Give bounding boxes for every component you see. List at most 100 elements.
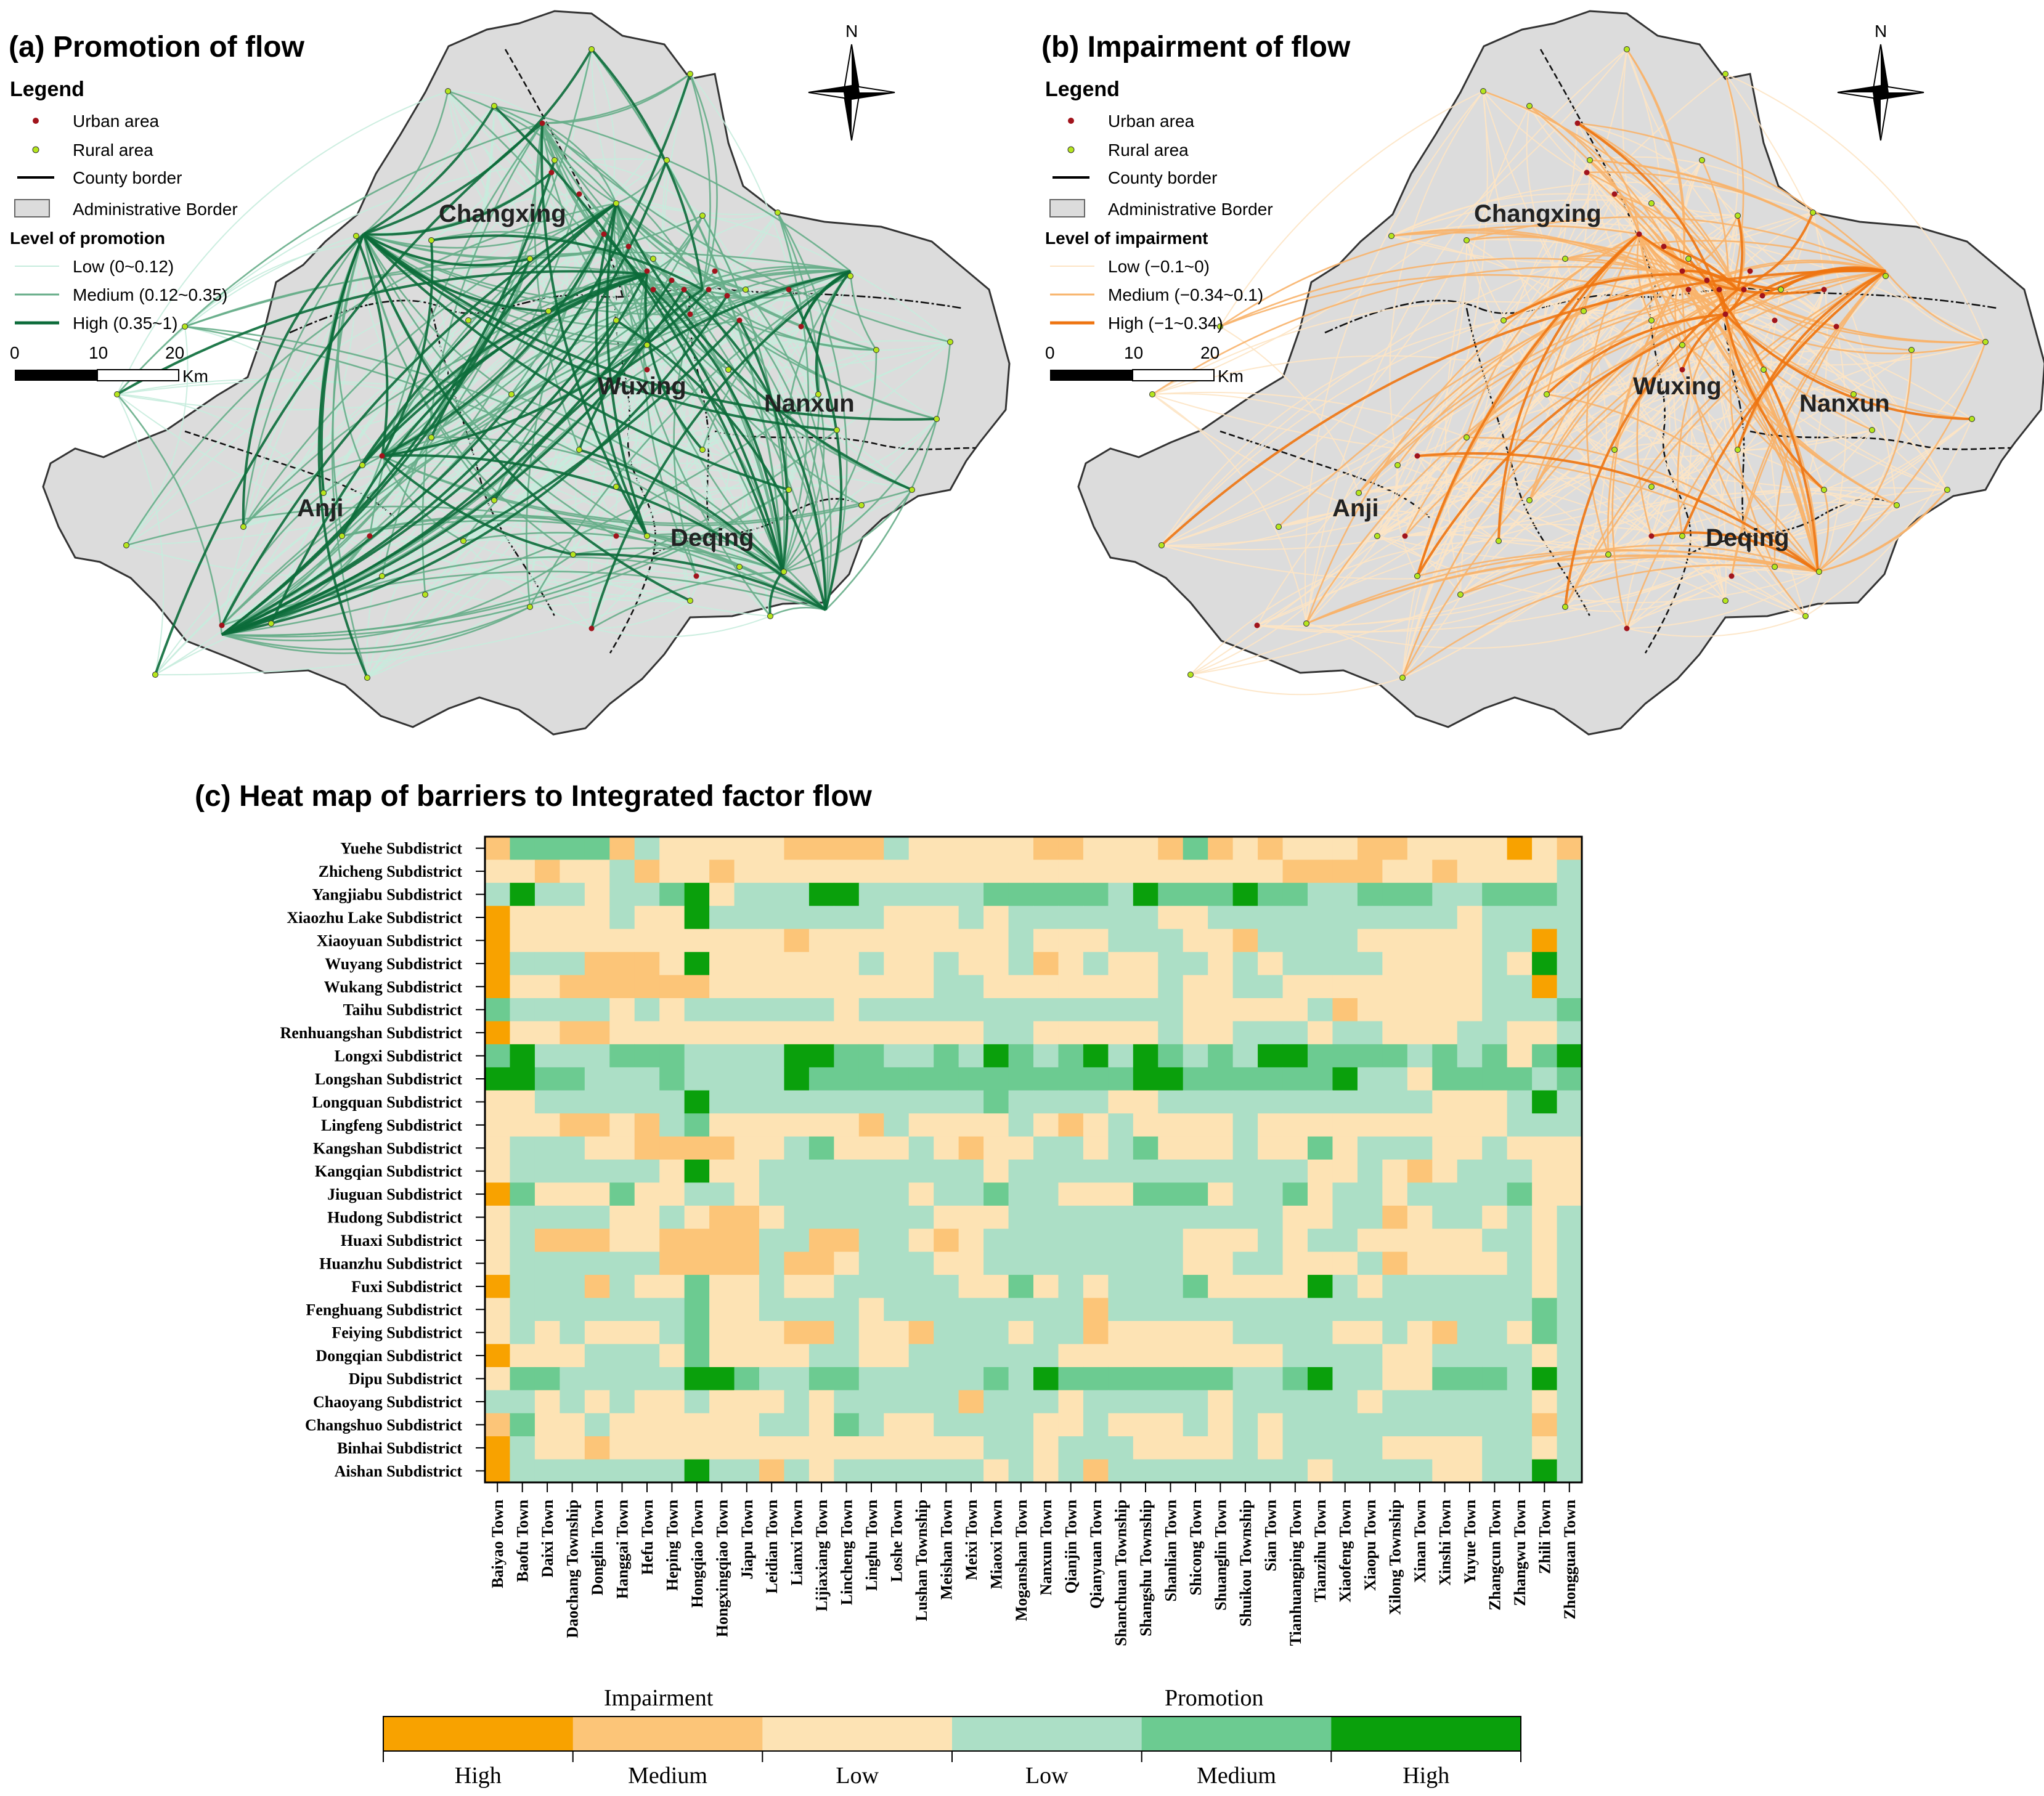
column-label: Linghu Town [863,1499,881,1591]
heat-cell [485,1390,511,1414]
heat-cell [1133,1090,1158,1114]
flow-line [126,505,826,611]
flow-line [1219,91,1484,327]
heat-cell [958,837,984,861]
heat-cell [1183,859,1208,884]
heat-cell [934,1136,959,1160]
flow-line [1278,476,1897,527]
flow-line [341,273,648,537]
heat-cell [983,1160,1009,1184]
county-label-changxing: Changxing [1474,200,1602,227]
heat-cell [759,998,785,1022]
heat-cell [784,1136,810,1160]
rural-node [428,434,434,441]
heat-cell [1357,1160,1383,1184]
heat-cell [1108,975,1134,999]
rural-node [781,569,787,575]
heat-cell [684,1182,710,1206]
flow-line [1636,234,1653,321]
heat-cell [560,837,585,861]
urban-node [706,286,712,293]
panel-title: (a) Promotion of flow [9,31,305,63]
heat-cell [958,1367,984,1391]
heat-cell [983,1390,1009,1414]
heat-cell [1482,1436,1508,1460]
heat-cell [1282,1459,1308,1483]
flow-line [542,122,617,204]
heat-cell [684,1367,710,1391]
flow-line [554,160,837,431]
admin-label: Administrative Border [1108,200,1273,219]
rural-node [1480,88,1486,94]
flow-line [1681,313,1727,370]
heat-cell [1557,1298,1582,1322]
heat-cell [734,1321,760,1345]
heat-cell [934,928,959,953]
heat-cell [1357,1321,1383,1345]
heat-cell [1557,1436,1582,1460]
heat-cell [609,1160,635,1184]
flow-line [221,606,531,651]
heat-cell [1332,975,1358,999]
heat-cell [934,1459,959,1483]
rural-node [1581,308,1587,314]
heat-cell [1232,1090,1258,1114]
heat-cell [609,1390,635,1414]
heat-cell [834,1367,860,1391]
urban-node [539,120,545,126]
flow-line [1725,313,1986,355]
flow-line [1377,246,1664,537]
heat-cell [1108,1251,1134,1275]
heat-cell [1058,998,1084,1022]
column-label: Shicong Town [1187,1499,1205,1595]
heat-cell [908,1367,934,1391]
flow-line [1586,171,1886,272]
heat-cell [1158,1321,1184,1345]
heat-cell [609,1067,635,1091]
urban-node [588,625,595,632]
flow-line [1305,288,1738,624]
heat-cell [1058,1136,1084,1160]
heat-cell [1308,882,1333,906]
heat-cell [485,1044,511,1068]
urban-node [1759,293,1765,299]
heat-cell [510,998,535,1022]
rural-node [1605,551,1611,558]
heat-cell [1033,1044,1059,1068]
rural-node [1679,342,1685,348]
heat-cell [958,1344,984,1368]
heat-cell [983,1436,1009,1460]
heat-cell [1033,837,1059,861]
urban-node [1414,453,1420,459]
heat-cell [609,1182,635,1206]
heat-cell [759,1436,785,1460]
heat-cell [1232,1275,1258,1299]
flow-line [1663,245,1739,291]
heat-cell [934,1413,959,1437]
heat-cell [1532,1205,1558,1229]
heat-cell [584,952,610,976]
urban-node [367,533,373,539]
heat-cell [634,906,660,930]
urban-label: Urban area [1108,112,1195,131]
urban-node [669,277,675,283]
heat-cell [1058,1182,1084,1206]
flow-line [221,437,433,636]
heat-cell [560,1367,585,1391]
flow-line [221,295,728,636]
column-label: Tianhuangping Town [1287,1499,1305,1646]
heat-cell [834,1136,860,1160]
heat-cell [684,1298,710,1322]
heat-cell [1332,882,1358,906]
heat-cell [1033,1136,1059,1160]
heat-cell [858,1205,884,1229]
heat-cell [1058,1367,1084,1391]
heat-cell [983,1113,1009,1137]
heat-cell [1308,1113,1333,1137]
urban-node [219,622,225,628]
heat-cell [709,1390,735,1414]
heat-cell [709,1067,735,1091]
flow-line [1717,449,1738,601]
heat-cell [1407,1298,1433,1322]
flow-line [689,73,718,290]
